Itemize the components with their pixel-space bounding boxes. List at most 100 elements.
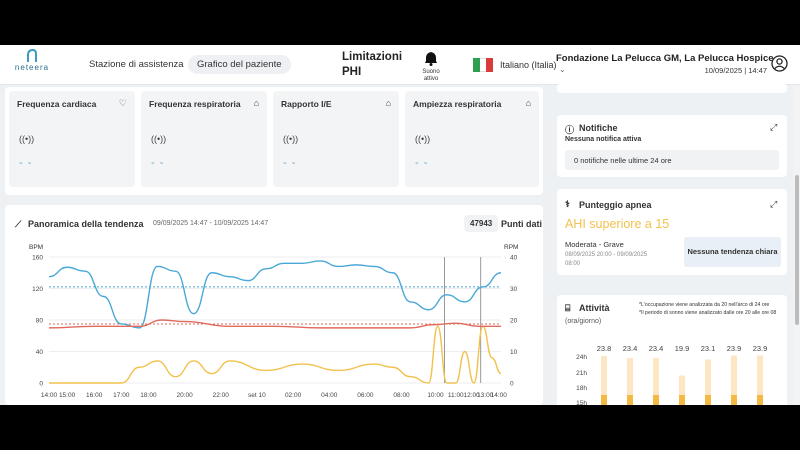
logo-icon [27, 49, 37, 62]
activity-y-tick: 24h [576, 354, 587, 361]
left-tick-label: 160 [32, 255, 43, 262]
heart-icon: ♡ [118, 98, 127, 108]
vital-value: - - [415, 157, 429, 169]
vital-ie-ratio[interactable]: Rapporto I/E ⌂ ((•)) - - [273, 91, 399, 187]
x-tick-label: 16:00 [86, 392, 103, 399]
left-tick-label: 80 [36, 318, 44, 325]
vital-value: - - [19, 157, 33, 169]
lungs-icon: ⌂ [385, 98, 391, 108]
x-tick-label: 14:00 [491, 392, 508, 399]
user-icon[interactable] [771, 55, 788, 77]
activity-note-2: *Il periodo di sonno viene analizzato da… [639, 310, 777, 316]
header-datetime: 10/09/2025 | 14:47 [704, 66, 767, 75]
phi-limitations[interactable]: Limitazioni PHI [342, 50, 402, 80]
organization-name[interactable]: Fondazione La Pelucca GM, La Pelucca Hos… [556, 53, 774, 64]
apnea-range-1: 08/09/2025 20:00 - 09/09/2025 [565, 252, 648, 258]
activity-bar-segment [653, 395, 659, 405]
lungs-icon: ⌂ [525, 98, 531, 108]
activity-svg: 24h21h18h15h12h23.823.423.419.923.123.92… [576, 344, 768, 405]
activity-note-1: *L'occupazione viene analizzata da 20 ne… [639, 302, 770, 308]
activity-bar [627, 358, 633, 405]
vital-title: Rapporto I/E [281, 99, 332, 109]
right-tick-label: 20 [510, 318, 518, 325]
right-tick-label: 0 [510, 381, 514, 388]
series-line-2 [48, 319, 501, 329]
expand-icon[interactable]: ⤢ [770, 122, 778, 132]
trend-title: Panoramica della tendenza [28, 219, 144, 229]
data-points-label: Punti dati [501, 219, 542, 229]
x-tick-label: 11:00 [448, 392, 464, 399]
activity-bar [653, 358, 659, 405]
signal-icon: ((•)) [151, 134, 167, 144]
vital-heart-rate[interactable]: Frequenza cardiaca ♡ ((•)) - - [9, 91, 135, 187]
vital-respiratory-rate[interactable]: Frequenza respiratoria ⌂ ((•)) - - [141, 91, 267, 187]
activity-bar [705, 359, 711, 405]
activity-bar [757, 355, 763, 405]
logo-text: neteera [14, 63, 50, 72]
language-selector[interactable]: Italiano (Italia) [500, 60, 557, 70]
scrollbar[interactable] [793, 85, 800, 405]
limits-line-1: Limitazioni [342, 51, 403, 63]
activity-unit: (ora/giorno) [565, 318, 602, 325]
apnea-title: Punteggio apnea [579, 200, 652, 210]
x-tick-label: 06:00 [357, 392, 374, 399]
x-tick-label: set 10 [248, 392, 266, 399]
nav-care-station[interactable]: Stazione di assistenza [89, 59, 184, 70]
left-tick-label: 120 [32, 286, 43, 293]
apnea-headline: AHI superiore a 15 [565, 217, 670, 231]
x-tick-label: 12:00 [463, 392, 480, 399]
trend-range: 09/09/2025 14:47 - 10/09/2025 14:47 [153, 220, 269, 227]
top-bar: neteera Stazione di assistenza Grafico d… [0, 45, 800, 85]
apnea-range-2: 08:00 [565, 261, 581, 267]
expand-icon[interactable]: ⤢ [770, 199, 778, 209]
bell-icon[interactable] [420, 51, 442, 71]
trend-card: ⟋ Panoramica della tendenza 09/09/2025 1… [5, 205, 543, 405]
x-tick-label: 14:00 [41, 392, 58, 399]
activity-value-label: 23.4 [649, 344, 664, 353]
sound-status: Suono attivo [418, 69, 444, 83]
activity-card: ⌸ Attività (ora/giorno) *L'occupazione v… [557, 295, 787, 405]
activity-value-label: 23.9 [727, 344, 742, 353]
chevron-down-icon[interactable]: ⌄ [559, 65, 566, 74]
x-tick-label: 15:00 [59, 392, 76, 399]
x-tick-label: 18:00 [140, 392, 157, 399]
apnea-severity: Moderata - Grave [565, 240, 624, 249]
activity-bar-segment [757, 395, 763, 405]
signal-icon: ((•)) [283, 134, 299, 144]
vitals-card: Frequenza cardiaca ♡ ((•)) - - Frequenza… [5, 87, 543, 195]
activity-bar [679, 375, 685, 405]
activity-bar-segment [731, 395, 737, 405]
x-tick-label: 02:00 [285, 392, 302, 399]
neteera-logo[interactable]: neteera [10, 49, 54, 81]
activity-y-tick: 15h [576, 400, 587, 405]
stethoscope-icon: ⚕ [565, 199, 570, 209]
right-tick-label: 30 [510, 286, 518, 293]
right-tick-label: 10 [510, 349, 518, 356]
vital-respiratory-amplitude[interactable]: Ampiezza respiratoria ⌂ ((•)) - - [405, 91, 539, 187]
nav-patient-chart[interactable]: Grafico del paziente [188, 55, 291, 74]
scroll-thumb[interactable] [795, 175, 799, 325]
activity-bar [601, 356, 607, 405]
x-tick-label: 20:00 [176, 392, 193, 399]
sound-label-1: Suono [422, 69, 440, 75]
notifications-title: Notifiche [579, 123, 618, 133]
vital-value: - - [283, 157, 297, 169]
x-tick-label: 08:00 [393, 392, 410, 399]
apnea-card: ⚕ Punteggio apnea ⤢ AHI superiore a 15 M… [557, 189, 787, 275]
activity-value-label: 23.4 [623, 344, 638, 353]
x-tick-label: 17:00 [113, 392, 130, 399]
series-line-1 [49, 325, 502, 384]
bed-icon: ⌸ [565, 303, 571, 313]
sound-label-2: attivo [423, 76, 439, 82]
activity-value-label: 19.9 [675, 344, 690, 353]
lungs-icon: ⌂ [253, 98, 259, 108]
activity-value-label: 23.9 [753, 344, 768, 353]
activity-bar-segment [601, 395, 607, 405]
series-line-0 [48, 260, 502, 329]
italy-flag-icon[interactable] [473, 58, 494, 72]
apnea-trend-box: Nessuna tendenza chiara [684, 237, 781, 267]
trend-icon: ⟋ [15, 219, 22, 229]
activity-bar-segment [627, 395, 633, 405]
x-tick-label: 13:00 [477, 392, 494, 399]
